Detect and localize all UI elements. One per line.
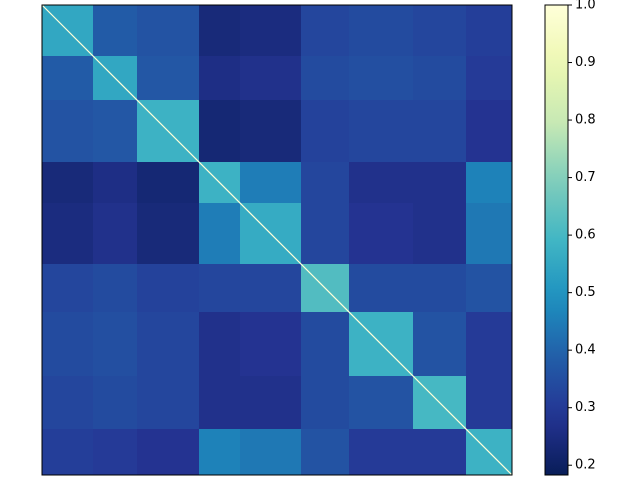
heatmap-cell — [349, 264, 414, 313]
heatmap-cell — [301, 56, 350, 101]
colorbar-tick-label: 0.9 — [575, 55, 596, 70]
colorbar-tick-label: 0.2 — [575, 458, 596, 473]
heatmap-cell — [413, 162, 467, 204]
heatmap-cell — [137, 429, 200, 476]
heatmap-cell — [349, 162, 414, 204]
heatmap-cell — [93, 5, 138, 57]
heatmap-cell — [413, 5, 467, 57]
heatmap-cell — [42, 312, 94, 377]
heatmap-cell — [301, 376, 350, 430]
heatmap-cell — [199, 100, 241, 163]
heatmap-cell — [42, 56, 94, 101]
heatmap-cell — [349, 100, 414, 163]
heatmap-cell — [466, 162, 513, 204]
heatmap-cell — [466, 264, 513, 313]
colorbar-tick-label: 0.5 — [575, 285, 596, 300]
colorbar-tick-label: 0.7 — [575, 170, 596, 185]
heatmap-cell — [93, 312, 138, 377]
heatmap-cell — [199, 312, 241, 377]
heatmap-cell — [240, 429, 302, 476]
heatmap-cell — [349, 376, 414, 430]
heatmap-cell — [93, 376, 138, 430]
heatmap-cell — [137, 203, 200, 265]
heatmap-cell — [93, 203, 138, 265]
heatmap-cell — [413, 100, 467, 163]
heatmap-cell — [413, 264, 467, 313]
heatmap-cell — [137, 5, 200, 57]
colorbar-tick-label: 0.8 — [575, 113, 596, 128]
heatmap-cell — [349, 429, 414, 476]
heatmap-cell — [42, 429, 94, 476]
heatmap-cell — [137, 162, 200, 204]
heatmap-cell — [349, 56, 414, 101]
heatmap-cell — [199, 376, 241, 430]
heatmap-cell — [240, 100, 302, 163]
heatmap-cell — [199, 264, 241, 313]
heatmap-cell — [466, 100, 513, 163]
heatmap-cell — [301, 162, 350, 204]
colorbar-tick-label: 0.6 — [575, 228, 596, 243]
colorbar-tick-label: 0.3 — [575, 400, 596, 415]
heatmap-cell — [93, 264, 138, 313]
heatmap-cell — [413, 56, 467, 101]
heatmap-cell — [466, 376, 513, 430]
heatmap-cell — [199, 5, 241, 57]
heatmap-cell — [93, 429, 138, 476]
heatmap-cell — [349, 203, 414, 265]
heatmap-cell — [466, 203, 513, 265]
heatmap-cell — [137, 264, 200, 313]
diagonal — [41, 4, 513, 476]
heatmap-cell — [93, 100, 138, 163]
heatmap-cell — [42, 100, 94, 163]
heatmap-cell — [137, 312, 200, 377]
colorbar — [544, 4, 569, 476]
heatmap-cell — [240, 162, 302, 204]
heatmap-cell — [137, 376, 200, 430]
heatmap-cell — [301, 5, 350, 57]
heatmap-cell — [466, 56, 513, 101]
heatmap-cell — [199, 203, 241, 265]
heatmap-cell — [199, 429, 241, 476]
heatmap-cell — [42, 264, 94, 313]
heatmap-cell — [301, 203, 350, 265]
heatmap-cell — [301, 312, 350, 377]
heatmap-cell — [42, 203, 94, 265]
heatmap-cell — [301, 429, 350, 476]
colorbar-tick-label: 0.4 — [575, 343, 596, 358]
heatmap-cell — [42, 376, 94, 430]
heatmap-cell — [240, 56, 302, 101]
heatmap-cell — [199, 56, 241, 101]
colorbar-tick-label: 1.0 — [575, 0, 596, 13]
heatmap-cell — [240, 376, 302, 430]
heatmap-cell — [42, 162, 94, 204]
heatmap-cell — [413, 312, 467, 377]
heatmap-cell — [413, 203, 467, 265]
heatmap-cell — [466, 5, 513, 57]
heatmap-cell — [349, 5, 414, 57]
heatmap-cell — [413, 429, 467, 476]
plot-frame — [41, 4, 513, 476]
heatmap-cell — [137, 56, 200, 101]
heatmap-cell — [466, 312, 513, 377]
heatmap-cell — [240, 312, 302, 377]
heatmap-cell — [240, 264, 302, 313]
heatmap-cell — [93, 162, 138, 204]
heatmap-cell — [240, 5, 302, 57]
heatmap-cell — [301, 100, 350, 163]
